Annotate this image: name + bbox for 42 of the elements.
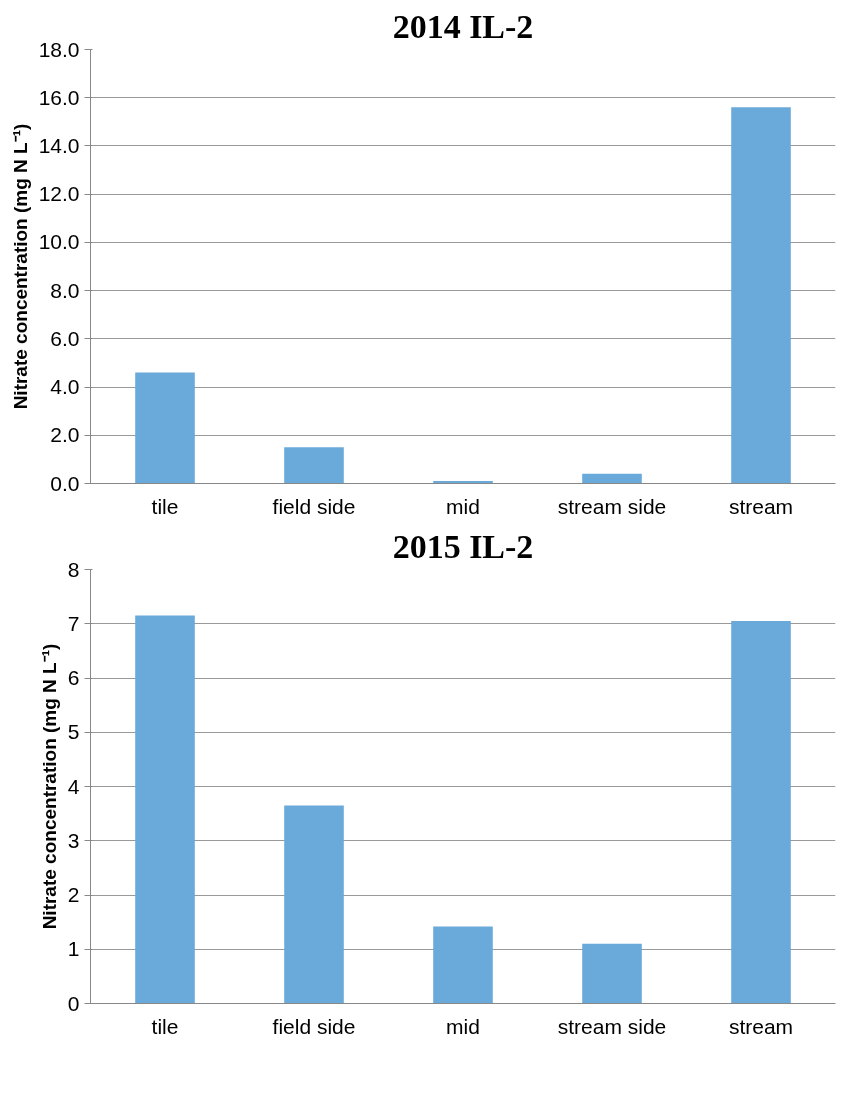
y-tick-label: 18.0 [38,37,80,61]
y-tick-label: 8.0 [50,278,80,302]
y-tick-label: 2 [67,883,80,906]
y-tick-label: 14.0 [38,133,80,157]
y-tick-label: 0 [67,991,80,1015]
chart-title: 2014 IL-2 [392,7,534,45]
bar [582,473,642,484]
bar [731,107,791,484]
bar [433,926,493,1004]
y-tick-label: 1 [67,937,80,961]
x-tick-label: tile [151,1014,179,1038]
y-tick-label: 6.0 [50,326,80,350]
x-tick-label: stream [728,1014,794,1038]
bar [731,621,791,1004]
y-axis-title: Nitrate concentration (mg N L⁻¹) [38,643,60,930]
x-tick-label: stream [728,494,794,518]
y-tick-label: 12.0 [38,182,80,206]
bar [135,372,195,484]
y-tick-label: 0.0 [50,471,80,495]
x-tick-label: stream side [557,1014,667,1038]
y-tick-label: 4.0 [50,375,80,399]
x-tick-label: field side [272,1014,356,1038]
bar [135,615,195,1004]
x-tick-label: mid [446,1014,480,1038]
x-tick-label: tile [151,494,179,518]
y-tick-label: 2.0 [50,423,80,447]
y-tick-label: 3 [67,828,80,852]
bar [582,943,642,1004]
y-tick-label: 6 [67,666,80,689]
y-tick-label: 5 [67,720,80,744]
bar [284,805,344,1004]
y-tick-label: 4 [67,774,80,798]
x-tick-label: mid [446,494,480,518]
y-axis-title: Nitrate concentration (mg N L⁻¹) [9,123,31,410]
x-tick-label: stream side [557,494,667,518]
y-tick-label: 8 [67,557,80,581]
chart-title: 2015 IL-2 [392,527,534,565]
x-tick-label: field side [272,494,356,518]
y-tick-label: 10.0 [38,230,80,254]
y-tick-label: 7 [67,611,80,635]
bar [284,447,344,484]
y-tick-label: 16.0 [38,85,80,109]
